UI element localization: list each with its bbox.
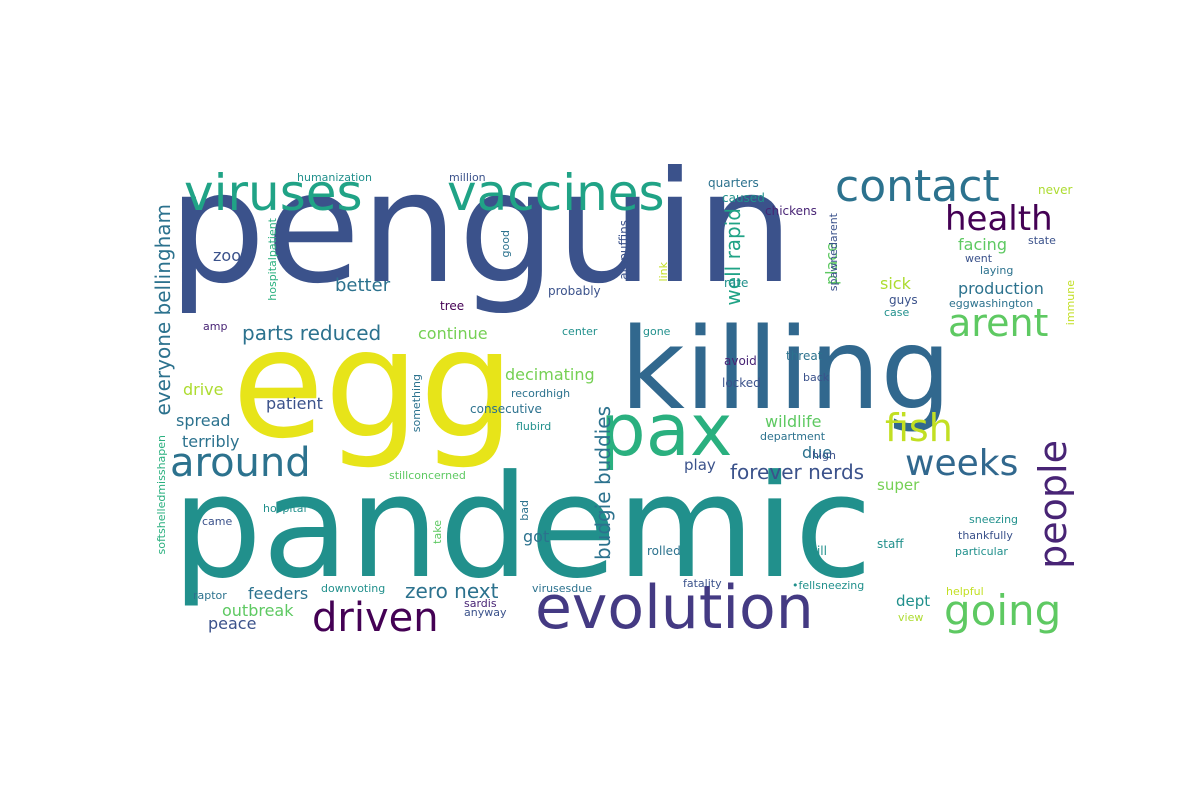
word-hospitalpatient: hospitalpatient [266, 218, 279, 301]
word-driven: driven [312, 595, 439, 641]
word-dept: dept [896, 592, 931, 610]
word-consecutive: consecutive [470, 402, 542, 416]
word-sneezing: sneezing [969, 513, 1019, 526]
word-fish: fish [885, 406, 953, 450]
word-probably: probably [548, 284, 601, 298]
word-production: production [958, 279, 1044, 298]
word-downvoting: downvoting [321, 582, 386, 595]
word-vaccines: vaccines [447, 164, 665, 222]
word-sardis: sardis [464, 597, 497, 610]
word-case: case [884, 306, 910, 319]
word-stillconcerned: stillconcerned [389, 469, 466, 482]
word-well-rapid: well rapid [721, 208, 745, 306]
word-high: high [812, 449, 836, 462]
word-chickens: chickens [765, 204, 817, 218]
word-evolution: evolution [535, 573, 814, 643]
word-bad: bad [518, 500, 531, 521]
word-around: around [170, 440, 311, 486]
word-penguin: penguin [168, 139, 794, 318]
word-health: health [945, 199, 1053, 239]
word-arent: arent [948, 301, 1049, 345]
word-fatality: fatality [683, 577, 722, 590]
word-caused: caused [722, 191, 765, 205]
word-particular: particular [955, 545, 1008, 558]
word-million: million [449, 171, 486, 184]
word-softshelledmisshapen: softshelledmisshapen [155, 435, 168, 555]
word-staff: staff [877, 537, 904, 551]
word-peace: peace [208, 614, 257, 633]
word-due: due [802, 443, 833, 462]
word-zoo: zoo [213, 246, 241, 265]
word-state: state [1028, 234, 1056, 247]
word-department: department [760, 430, 826, 443]
word-forever-nerds: forever nerds [730, 460, 865, 484]
word-good: good [499, 230, 512, 258]
word-rate: rate [724, 276, 749, 290]
word-super: super [877, 476, 920, 494]
word-anyway: anyway [464, 606, 507, 619]
word-rolled: rolled [647, 544, 681, 558]
word-better: better [335, 275, 391, 296]
word-laying: laying [980, 264, 1014, 277]
word-humanization: humanization [297, 171, 373, 184]
word-outbreak: outbreak [222, 601, 294, 620]
word-thankfully: thankfully [958, 529, 1013, 542]
word-wildlife: wildlife [765, 412, 822, 431]
word-eggwashington: eggwashington [949, 297, 1034, 310]
word-ampuffins: ampuffins [617, 220, 631, 280]
word-quarters: quarters [708, 176, 759, 190]
word-locked: locked [722, 376, 761, 390]
word-threat: threat [786, 349, 823, 363]
word-tree: tree [440, 299, 465, 313]
word-hospital: hospital [263, 502, 307, 515]
word-flubird: flubird [516, 420, 552, 433]
word-drive: drive [183, 380, 224, 399]
word-spawnedarent: spawnedarent [827, 213, 840, 292]
word-weeks: weeks [905, 443, 1019, 484]
word-went: went [965, 252, 993, 265]
word-gone: gone [643, 325, 671, 338]
word-got: got [523, 527, 550, 546]
word-terribly: terribly [182, 432, 240, 451]
word-killing: killing [620, 305, 952, 435]
word-spread: spread [176, 411, 231, 430]
word-recordhigh: recordhigh [511, 387, 571, 400]
word-facing: facing [958, 235, 1007, 254]
word-contact: contact [835, 161, 1000, 212]
word-patient: patient [266, 394, 323, 413]
word-play: play [684, 456, 716, 474]
word-parts-reduced: parts reduced [242, 321, 382, 345]
word-viruses: viruses [184, 164, 363, 222]
word-sick: sick [880, 274, 911, 293]
word-people: people [1031, 440, 1075, 569]
word-take: take [431, 520, 444, 544]
word-continue: continue [418, 324, 488, 343]
word-link: link [657, 262, 670, 282]
word-pandemic: pandemic [172, 445, 873, 610]
word-view: view [898, 611, 924, 624]
word-never: never [1038, 183, 1073, 197]
word-going: going [944, 586, 1062, 635]
word-back: back [803, 371, 830, 384]
word-came: came [202, 515, 233, 528]
word-egg: egg [232, 298, 515, 472]
word-fellsneezing: •fellsneezing [792, 579, 865, 592]
word-avoid: avoid [724, 354, 757, 368]
word-immune: immune [1064, 280, 1077, 326]
word-decimating: decimating [505, 365, 595, 384]
word-everyone-bellingham: everyone bellingham [151, 204, 175, 416]
word-helpful: helpful [946, 585, 984, 598]
word-amp: amp [203, 320, 228, 333]
word-something: something [410, 374, 423, 433]
word-guys: guys [889, 293, 918, 307]
word-raptor: raptor [193, 589, 227, 602]
word-budgie-buddies: budgie buddies [591, 406, 615, 561]
word-pax: pax [600, 388, 733, 472]
word-still: still [806, 544, 827, 558]
word-virusesdue: virusesdue [532, 582, 593, 595]
word-center: center [562, 325, 598, 338]
word-feeders: feeders [248, 584, 309, 603]
word-zero-next: zero next [405, 579, 499, 603]
